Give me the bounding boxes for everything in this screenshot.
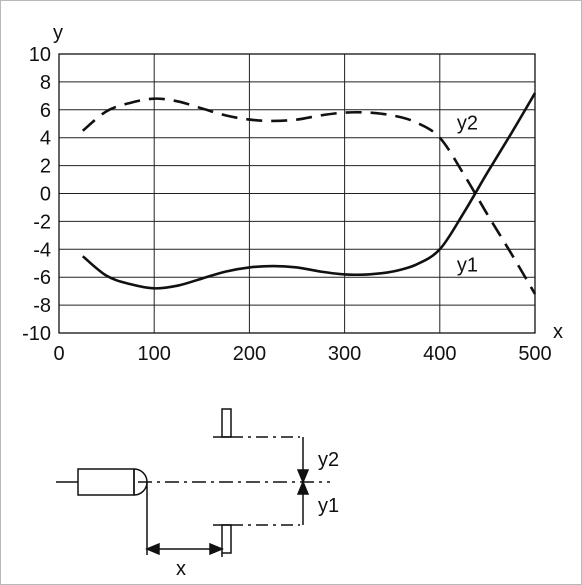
- chart-series: [81, 92, 537, 295]
- y-tick-label: -2: [33, 211, 51, 233]
- chart-grid: [58, 53, 536, 334]
- lower-sensor: [221, 524, 232, 554]
- y-tick-label: 2: [40, 156, 51, 178]
- y-axis-label: y: [53, 22, 63, 44]
- y-tick-label: -8: [33, 295, 51, 317]
- upper-sensor: [221, 408, 232, 438]
- reference-shaft-body: [77, 468, 135, 496]
- x-axis-label: x: [553, 321, 563, 343]
- x-tick-label: 200: [233, 343, 266, 365]
- y2-arrow-head: [296, 469, 310, 484]
- plot-border: [58, 53, 536, 334]
- series-label-y1: y1: [457, 255, 478, 277]
- y-tick-label: 10: [29, 44, 51, 66]
- series-line-y1: [81, 92, 537, 290]
- series-line-y2: [81, 97, 537, 295]
- x-tick-label: 300: [328, 343, 361, 365]
- x-tick-label: 0: [53, 343, 64, 365]
- y-tick-label: 6: [40, 100, 51, 122]
- x-arrow-right: [209, 542, 224, 556]
- diagram-label-x: x: [176, 558, 186, 580]
- y-tick-label: 8: [40, 72, 51, 94]
- x-tick-label: 500: [518, 343, 551, 365]
- diagram-label-y1: y1: [318, 495, 339, 517]
- x-tick-label: 400: [423, 343, 456, 365]
- y-tick-label: 0: [40, 184, 51, 206]
- x-tick-label: 100: [138, 343, 171, 365]
- y-tick-label: -6: [33, 267, 51, 289]
- series-label-y2: y2: [457, 112, 478, 134]
- x-arrow-left: [145, 542, 160, 556]
- y-tick-label: 4: [40, 128, 51, 150]
- diagram-label-y2: y2: [318, 449, 339, 471]
- y-tick-label: -10: [22, 323, 51, 345]
- shaft-diagram: [56, 408, 330, 557]
- y-tick-label: -4: [33, 239, 51, 261]
- y1-arrow-head: [296, 480, 310, 495]
